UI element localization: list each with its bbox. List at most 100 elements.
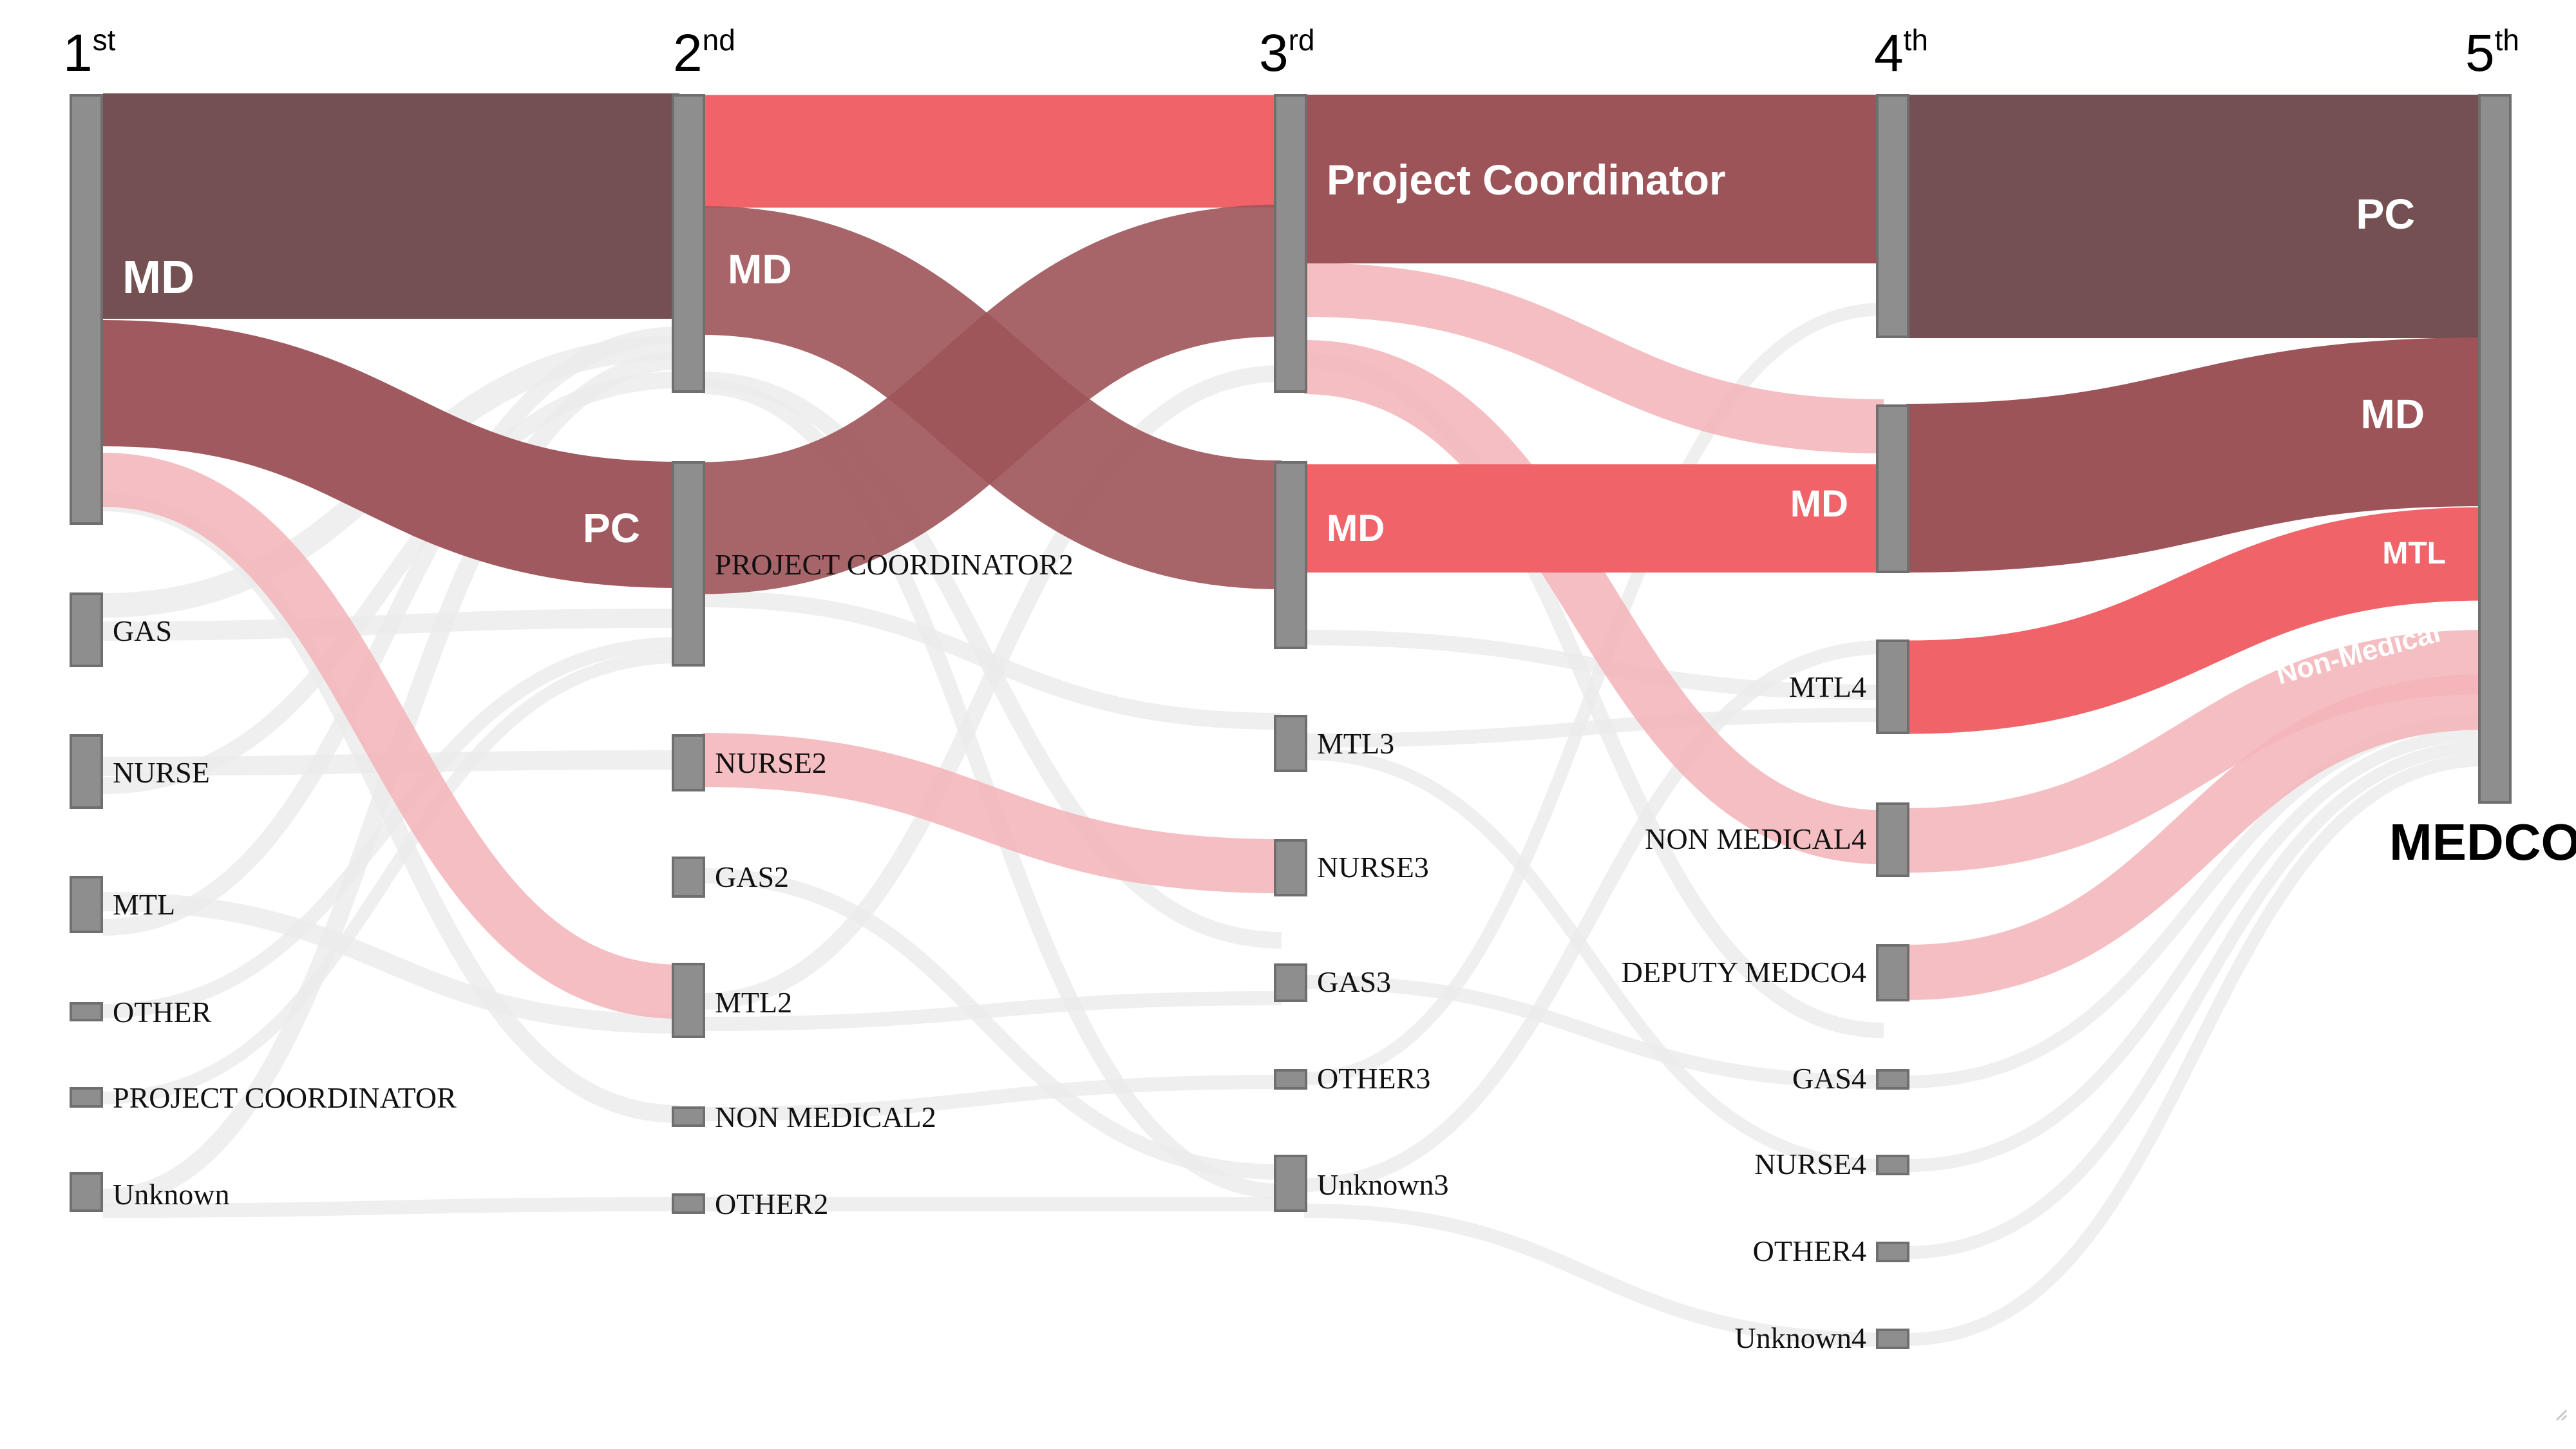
faint-flow: [701, 991, 1282, 1031]
flow-pc-3-4-pink2: [1303, 340, 1884, 864]
column-header-4: 4th: [1874, 23, 1928, 82]
faint-flow: [701, 365, 1282, 1010]
node-deputy-medco-4[interactable]: [1876, 944, 1909, 1001]
faint-flow: [1303, 640, 1884, 1192]
column-suffix-3: rd: [1289, 23, 1315, 57]
flow-label-md-3-4: MD: [1327, 507, 1385, 549]
node-labels: GAS NURSE MTL OTHER PROJECT COORDINATOR …: [113, 548, 2576, 1354]
faint-flow: [1906, 753, 2486, 1346]
column-header-3: 3rd: [1259, 23, 1315, 82]
flow-label-md-1-2: MD: [122, 252, 194, 303]
label-nurse-1: NURSE: [113, 756, 210, 789]
column-suffix-4: th: [1904, 23, 1928, 57]
label-mtl-2: MTL2: [715, 986, 792, 1019]
node-nurse-3[interactable]: [1274, 839, 1307, 896]
label-nurse-2: NURSE2: [715, 746, 827, 779]
label-medco-5: MEDCO: [2389, 813, 2576, 871]
flow-pc-3-4-pink: [1303, 263, 1884, 453]
faint-flow: [102, 650, 680, 1104]
column-number-3: 3: [1259, 24, 1289, 82]
flow-mtl-1-2: [102, 453, 680, 1019]
column-suffix-1: st: [93, 23, 116, 57]
node-other-1[interactable]: [70, 1002, 103, 1021]
faint-flow: [102, 1197, 680, 1218]
node-other-3[interactable]: [1274, 1069, 1307, 1090]
label-project-coordinator-1: PROJECT COORDINATOR: [113, 1081, 457, 1114]
label-non-medical-4: NON MEDICAL4: [1645, 822, 1866, 855]
flow-label-pc-3-4: Project Coordinator: [1327, 156, 1726, 204]
flow-pc-2-3: [701, 204, 1283, 594]
column-header-5: 5th: [2465, 23, 2519, 82]
node-gas-2[interactable]: [672, 857, 705, 898]
node-gas-3[interactable]: [1274, 963, 1307, 1002]
node-pc-3[interactable]: [1274, 94, 1307, 393]
node-md-1[interactable]: [70, 94, 103, 525]
faint-flow: [1906, 728, 2486, 1172]
node-non-medical-4[interactable]: [1876, 802, 1909, 877]
node-other-2[interactable]: [672, 1193, 705, 1214]
flow-nurse-2-3: [701, 733, 1282, 893]
node-mtl-1[interactable]: [70, 876, 103, 933]
column-number-5: 5: [2465, 24, 2495, 82]
label-gas-3: GAS3: [1317, 965, 1391, 998]
column-number-2: 2: [673, 24, 703, 82]
faint-flow: [1303, 1204, 1884, 1347]
node-nurse-2[interactable]: [672, 734, 705, 791]
label-other-4: OTHER4: [1753, 1235, 1866, 1267]
node-unknown-3[interactable]: [1274, 1155, 1307, 1212]
node-mtl-2[interactable]: [672, 963, 705, 1038]
column-number-4: 4: [1874, 24, 1904, 82]
flow-pc-1-2: [102, 320, 680, 588]
faint-flow: [1303, 708, 1884, 748]
faint-flow: [1906, 741, 2486, 1259]
node-non-medical-2[interactable]: [672, 1106, 705, 1127]
resize-grip-icon[interactable]: [2555, 1409, 2568, 1421]
node-other-4[interactable]: [1876, 1242, 1909, 1262]
label-gas-1: GAS: [113, 614, 172, 647]
node-nurse-1[interactable]: [70, 734, 103, 809]
flow-label-mtl-4-5: MTL: [2382, 536, 2446, 571]
faint-flow: [1303, 747, 1884, 1172]
column-header-1: 1st: [63, 23, 116, 82]
nodes: [70, 94, 2512, 1349]
node-md-2[interactable]: [672, 94, 705, 393]
node-md-4[interactable]: [1876, 404, 1909, 573]
node-gas-1[interactable]: [70, 592, 103, 667]
label-mtl-1: MTL: [113, 888, 175, 921]
label-gas-4: GAS4: [1792, 1062, 1866, 1095]
dark-flows: [102, 93, 2486, 594]
faint-flow: [701, 591, 1282, 730]
label-unknown-1: Unknown: [113, 1178, 229, 1211]
node-unknown-1[interactable]: [70, 1172, 103, 1212]
faint-flow: [1303, 303, 1884, 1085]
node-medco-5[interactable]: [2478, 94, 2512, 804]
column-header-2: 2nd: [673, 23, 735, 82]
flow-label-md-3-4-end: MD: [1790, 483, 1848, 525]
node-gas-4[interactable]: [1876, 1069, 1909, 1090]
label-project-coordinator-2: PROJECT COORDINATOR2: [715, 548, 1074, 581]
flow-label-md-2-3: MD: [728, 246, 792, 292]
label-unknown-3: Unknown3: [1317, 1168, 1448, 1201]
faint-flow: [1303, 630, 1884, 700]
faint-flow: [701, 868, 1282, 1180]
faint-flow: [102, 892, 680, 1034]
node-mtl-4[interactable]: [1876, 639, 1909, 734]
node-md-3[interactable]: [1274, 461, 1307, 649]
flow-mtl-4-5: [1906, 507, 2486, 734]
pink-flows: [102, 263, 2486, 1019]
node-nurse-4[interactable]: [1876, 1155, 1909, 1175]
flow-nonmed-4-5: [1906, 630, 2486, 873]
flow-label-pc-4-5: PC: [2356, 190, 2415, 238]
label-nurse-3: NURSE3: [1317, 851, 1429, 884]
node-pc-4[interactable]: [1876, 94, 1909, 338]
node-project-coordinator-1[interactable]: [70, 1087, 103, 1108]
label-other-1: OTHER: [113, 996, 212, 1028]
flow-md-4-5: [1906, 337, 2486, 573]
node-project-coordinator-2[interactable]: [672, 461, 705, 667]
node-mtl-3[interactable]: [1274, 715, 1307, 772]
column-suffix-2: nd: [703, 23, 735, 57]
faint-flow: [1303, 975, 1884, 1089]
column-headers: 1st 2nd 3rd 4th 5th: [63, 23, 2519, 82]
label-gas-2: GAS2: [715, 860, 789, 893]
node-unknown-4[interactable]: [1876, 1329, 1909, 1349]
